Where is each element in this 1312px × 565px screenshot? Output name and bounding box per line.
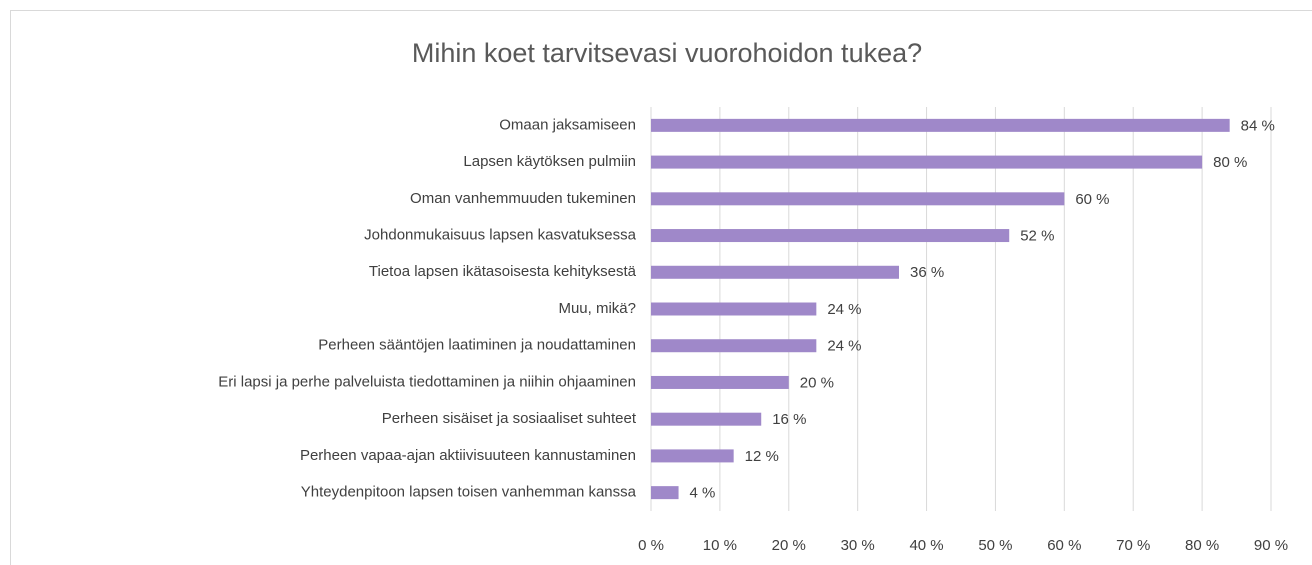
bar [651, 412, 762, 426]
y-tick-label: Tietoa lapsen ikätasoisesta kehityksestä [369, 263, 637, 280]
y-tick-label: Johdonmukaisuus lapsen kasvatuksessa [364, 227, 636, 244]
chart-frame [10, 10, 1312, 565]
y-tick-label: Lapsen käytöksen pulmiin [463, 153, 636, 170]
data-label: 60 % [1075, 191, 1109, 208]
y-tick-label: Perheen vapaa-ajan aktiivisuuteen kannus… [300, 447, 636, 464]
bar [651, 486, 679, 500]
data-label: 36 % [910, 264, 944, 281]
bar [651, 155, 1203, 169]
bar [651, 118, 1230, 132]
x-tick-label: 10 % [703, 537, 737, 554]
data-label: 12 % [745, 448, 779, 465]
data-label: 84 % [1241, 117, 1275, 134]
bar [651, 229, 1010, 243]
x-tick-label: 0 % [638, 537, 664, 554]
x-tick-label: 20 % [772, 537, 806, 554]
y-tick-label: Yhteydenpitoon lapsen toisen vanhemman k… [301, 484, 637, 501]
y-tick-label: Oman vanhemmuuden tukeminen [410, 190, 636, 207]
bar [651, 265, 899, 279]
x-tick-label: 60 % [1047, 537, 1081, 554]
data-label: 24 % [827, 338, 861, 355]
y-tick-label: Perheen sääntöjen laatiminen ja noudatta… [318, 337, 636, 354]
bar [651, 192, 1065, 206]
bar [651, 375, 789, 389]
x-tick-label: 70 % [1116, 537, 1150, 554]
x-tick-label: 80 % [1185, 537, 1219, 554]
x-tick-label: 50 % [978, 537, 1012, 554]
y-tick-label: Perheen sisäiset ja sosiaaliset suhteet [382, 410, 637, 427]
x-tick-label: 30 % [841, 537, 875, 554]
y-tick-label: Muu, mikä? [558, 300, 636, 317]
chart-title: Mihin koet tarvitsevasi vuorohoidon tuke… [412, 38, 922, 68]
bar [651, 339, 817, 353]
data-label: 4 % [690, 485, 716, 502]
data-label: 24 % [827, 301, 861, 318]
bar [651, 302, 817, 316]
y-tick-label: Omaan jaksamiseen [499, 116, 636, 133]
data-label: 16 % [772, 411, 806, 428]
data-label: 52 % [1020, 228, 1054, 245]
x-tick-label: 40 % [909, 537, 943, 554]
y-tick-label: Eri lapsi ja perhe palveluista tiedottam… [218, 373, 636, 390]
data-label: 80 % [1213, 154, 1247, 171]
x-tick-label: 90 % [1254, 537, 1288, 554]
data-label: 20 % [800, 374, 834, 391]
bar [651, 449, 734, 463]
